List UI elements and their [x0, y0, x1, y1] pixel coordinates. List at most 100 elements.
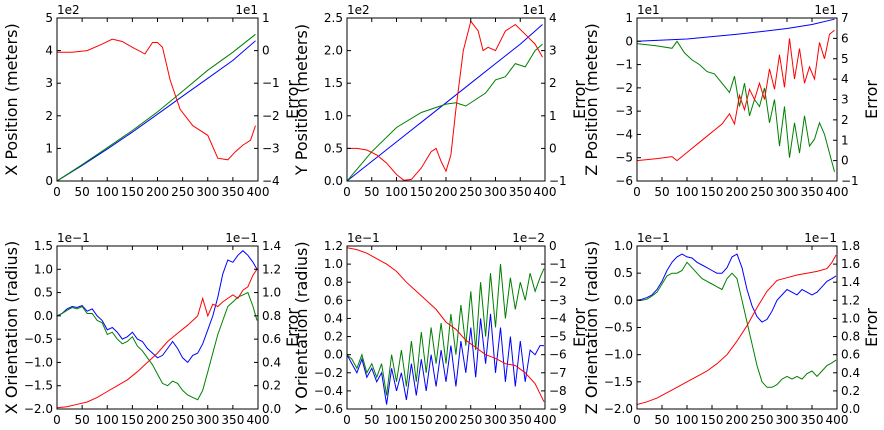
- y-tick-label: −6: [615, 174, 633, 188]
- y-tick-label: 1.2: [324, 239, 343, 253]
- x-tick-label: 300: [484, 185, 507, 199]
- y-axis-label: Z Orientation (radius): [582, 241, 601, 414]
- y-tick-label: −0.2: [314, 366, 343, 380]
- series-line-3: [637, 29, 835, 162]
- x-tick-label: 350: [221, 413, 244, 427]
- series-line-2: [637, 261, 837, 388]
- y2-tick-label: −5: [549, 330, 567, 344]
- x-tick-label: 0: [53, 413, 61, 427]
- y2-tick-label: 1.8: [841, 239, 860, 253]
- x-tick-label: 50: [74, 413, 89, 427]
- x-tick-label: 400: [247, 413, 270, 427]
- x-tick-label: 200: [726, 185, 749, 199]
- series-line-3: [57, 38, 256, 161]
- y-tick-label: 0.5: [324, 141, 343, 155]
- y2-tick-label: 0.8: [841, 330, 860, 344]
- x-tick-label: 100: [676, 185, 699, 199]
- y2-tick-label: 0.8: [262, 309, 281, 323]
- y-axis-label: Z Position (meters): [582, 23, 601, 175]
- y2-tick-label: 1.2: [841, 293, 860, 307]
- y2-tick-label: 2: [549, 76, 557, 90]
- y2-tick-label: 3: [841, 93, 849, 107]
- y-tick-label: −5: [615, 151, 633, 165]
- y-tick-label: 2.0: [324, 44, 343, 58]
- y2-axis-label: Error: [570, 80, 589, 119]
- y-tick-label: 0.5: [614, 266, 633, 280]
- series-line-1: [347, 313, 544, 405]
- y-tick-label: 0: [625, 34, 633, 48]
- x-tick-label: 50: [654, 185, 669, 199]
- y2-tick-label: 2: [841, 113, 849, 127]
- right-axis-multiplier: 1e1: [522, 3, 545, 17]
- y2-tick-label: −8: [549, 384, 567, 398]
- series-line-1: [347, 24, 543, 181]
- series-line-2: [347, 264, 545, 396]
- y-tick-label: 3: [45, 76, 53, 90]
- y-tick-label: 0.2: [324, 330, 343, 344]
- x-tick-label: 50: [364, 185, 379, 199]
- y-tick-label: 1: [625, 11, 633, 25]
- series-line-1: [637, 18, 835, 42]
- chart-panel-2: 0 50 100 150 200 250 300 350 400 0.0 0.5 1.0 1.5 2.0 2…: [292, 3, 589, 199]
- left-axis-multiplier: 1e−1: [347, 231, 380, 245]
- left-axis-multiplier: 1e1: [637, 3, 660, 17]
- series-line-3: [347, 247, 545, 403]
- y2-tick-label: 0: [262, 44, 270, 58]
- x-tick-label: 300: [484, 413, 507, 427]
- x-tick-label: 150: [701, 413, 724, 427]
- x-tick-label: 200: [146, 185, 169, 199]
- y-tick-label: 2: [45, 109, 53, 123]
- x-tick-label: 250: [459, 413, 482, 427]
- y-tick-label: −0.5: [24, 332, 53, 346]
- series-line-3: [57, 269, 258, 409]
- y-tick-label: −4: [615, 127, 633, 141]
- x-tick-label: 250: [751, 413, 774, 427]
- y2-tick-label: −3: [549, 293, 567, 307]
- x-tick-label: 50: [654, 413, 669, 427]
- x-tick-label: 250: [171, 185, 194, 199]
- y-axis-label: Y Position (meters): [292, 24, 311, 176]
- x-tick-label: 150: [410, 413, 433, 427]
- left-axis-multiplier: 1e−1: [57, 231, 90, 245]
- y2-tick-label: −1: [549, 257, 567, 271]
- y-tick-label: 0.5: [34, 286, 53, 300]
- x-tick-label: 200: [435, 413, 458, 427]
- y2-tick-label: 0.0: [841, 402, 860, 416]
- x-tick-label: 100: [96, 413, 119, 427]
- y2-axis-label: Error: [283, 80, 302, 119]
- x-tick-label: 350: [801, 413, 824, 427]
- y-tick-label: −0.6: [314, 402, 343, 416]
- y-tick-label: −2: [615, 81, 633, 95]
- x-tick-label: 150: [121, 413, 144, 427]
- x-tick-label: 0: [633, 413, 641, 427]
- y-tick-label: −3: [615, 104, 633, 118]
- x-tick-label: 300: [196, 185, 219, 199]
- series-line-1: [57, 40, 256, 181]
- y2-axis-label: Error: [570, 308, 589, 347]
- y-tick-label: 0.4: [324, 311, 343, 325]
- y2-tick-label: 1: [549, 109, 557, 123]
- series-line-2: [57, 33, 256, 181]
- y2-axis-label: Error: [283, 308, 302, 347]
- plot-frame: [346, 17, 546, 182]
- y2-tick-label: −2: [262, 109, 280, 123]
- y2-tick-label: 1: [262, 11, 270, 25]
- y2-tick-label: 1.6: [841, 257, 860, 271]
- y2-tick-label: 0.6: [262, 332, 281, 346]
- y2-tick-label: 0.4: [841, 366, 860, 380]
- x-tick-label: 400: [826, 185, 849, 199]
- y-axis-label: X Orientation (radius): [2, 241, 21, 414]
- y-tick-label: 1.0: [324, 109, 343, 123]
- y2-tick-label: 4: [841, 72, 849, 86]
- y-tick-label: 5: [45, 11, 53, 25]
- y-tick-label: 1: [45, 141, 53, 155]
- y2-tick-label: 4: [549, 11, 557, 25]
- x-tick-label: 350: [221, 185, 244, 199]
- y-tick-label: 4: [45, 44, 53, 58]
- y-tick-label: −0.5: [604, 321, 633, 335]
- x-tick-label: 150: [701, 185, 724, 199]
- x-tick-label: 150: [121, 185, 144, 199]
- y-tick-label: 0.0: [614, 293, 633, 307]
- series-line-1: [57, 250, 258, 364]
- y2-tick-label: −4: [549, 311, 567, 325]
